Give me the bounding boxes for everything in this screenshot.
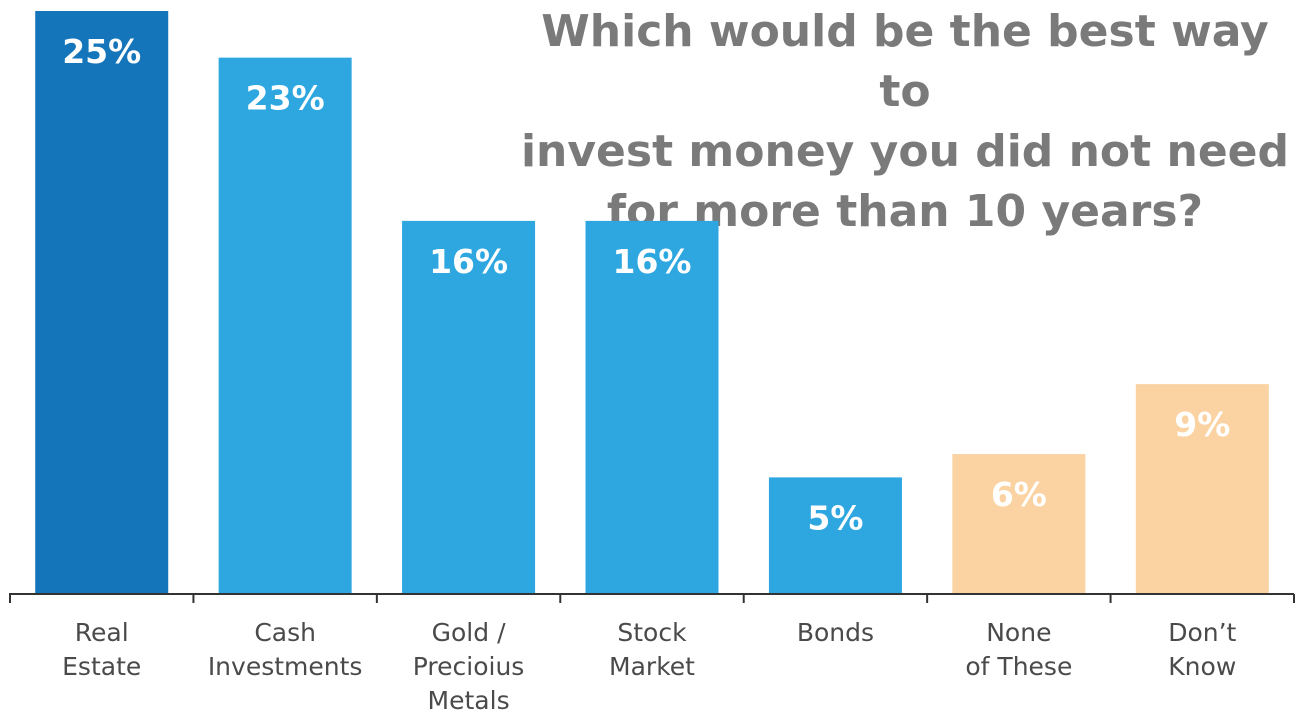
bar [768,477,902,594]
data-label: 16% [613,242,692,281]
x-tick-label: Bonds [797,618,874,647]
bars-layer [35,11,1269,594]
data-label: 9% [1174,405,1230,444]
x-tick-label: Don’t Know [1168,618,1236,681]
data-label: 16% [429,242,508,281]
bar [218,57,352,594]
data-label: 6% [991,475,1047,514]
chart-title: Which would be the best way to invest mo… [520,6,1290,237]
labels-layer: 25% Real Estate 23% Cash Investments 16% Gold /… [62,32,1236,715]
x-axis [9,593,1295,603]
bar [402,220,536,594]
x-tick-label: Gold / Precioius Metals [413,618,525,715]
x-tick-label: Real Estate [62,618,141,681]
bar [585,220,719,594]
data-label: 23% [246,79,325,118]
data-label: 25% [62,32,141,71]
data-label: 5% [807,498,863,537]
x-tick-label: None of These [965,618,1072,681]
x-tick-label: Cash Investments [208,618,363,681]
x-tick-label: Stock Market [609,618,695,681]
bar [1135,384,1269,594]
bar [35,11,169,594]
bar [952,454,1086,594]
